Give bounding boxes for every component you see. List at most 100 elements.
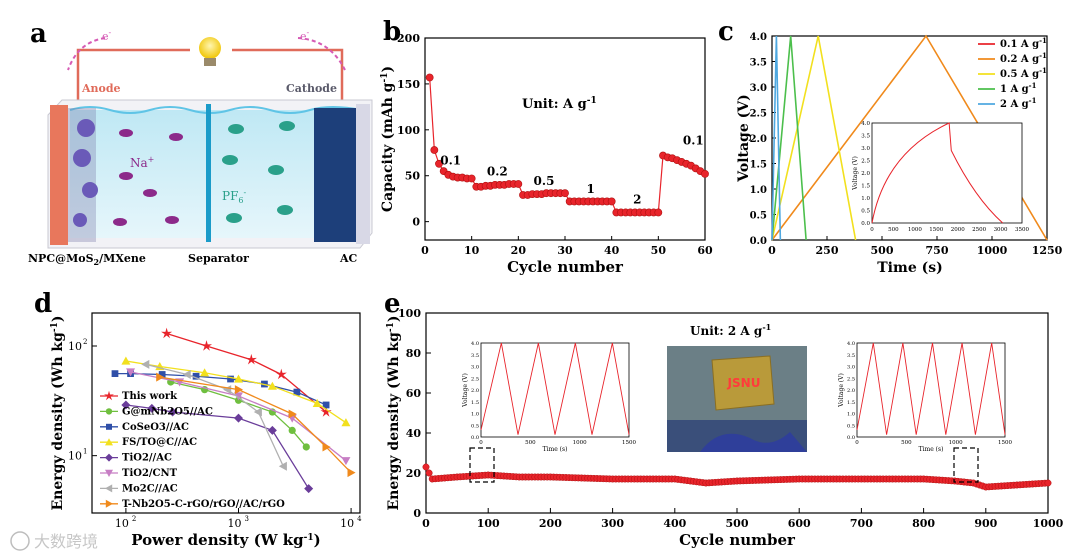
legend-label-c: 1 A g-1 — [1000, 81, 1037, 95]
inset-y-tick-label-c: 0.5 — [861, 209, 870, 215]
panel-letter-d: d — [34, 289, 52, 319]
x-tick-label-e: 1000 — [1033, 517, 1064, 530]
separator — [206, 104, 211, 242]
x-tick-label-e: 400 — [663, 517, 686, 530]
x-tick-label-e: 0 — [422, 517, 430, 530]
x-tick-label-c: 750 — [926, 244, 949, 257]
x-tick-label-d: 10 — [340, 517, 354, 530]
pf6-ion-label: PF6- — [222, 188, 247, 205]
inset-y-tick-label-e: 2.0 — [847, 388, 855, 394]
energy-point-e — [425, 469, 433, 477]
data-points-b — [425, 73, 709, 217]
series-marker-d — [147, 403, 157, 413]
series-marker-d — [200, 368, 210, 377]
inset-y-tick-label-c: 1.5 — [861, 184, 870, 190]
y-tick-label-b: 200 — [397, 32, 420, 45]
axes-e: 0 100 200 300 400 500 600 700 800 900 100002040608… — [398, 307, 1064, 530]
y-tick-label-e: 40 — [406, 427, 422, 440]
series-marker-d — [192, 372, 200, 380]
legend-label-d: TiO2//AC — [122, 453, 172, 464]
electron-label-right: e- — [300, 28, 310, 43]
x-tick-label-b: 60 — [697, 244, 713, 257]
legend-label-d: This work — [122, 391, 178, 402]
legend-label-d: T-Nb2O5-C-rGO/rGO//AC/rGO — [122, 499, 285, 510]
legend-marker-d — [105, 438, 113, 446]
series-marker-d — [121, 400, 131, 410]
series-marker-d — [341, 457, 351, 466]
panel-letter-b: b — [383, 17, 401, 47]
y-tick-label-c: 0.0 — [750, 236, 767, 247]
x-tick-label-e: 700 — [850, 517, 873, 530]
series-marker-d — [200, 340, 213, 351]
inset-xlabel-e: Time (s) — [919, 446, 944, 453]
inset-y-tick-label-e: 1.5 — [471, 400, 479, 406]
legend-label-d: CoSeO3//AC — [122, 422, 189, 433]
ylabel-d: Energy density (Wh kg-1) — [50, 316, 66, 511]
series-line-d — [125, 404, 310, 490]
inset-y-tick-label-e: 3.0 — [847, 365, 855, 371]
legend-label-c: 0.5 A g-1 — [1000, 66, 1047, 80]
legend-marker-d — [105, 484, 113, 493]
legend-marker-d — [105, 499, 113, 508]
legend-marker-d — [104, 390, 114, 401]
series-marker-d — [227, 375, 234, 383]
series-marker-d — [267, 425, 277, 435]
capacity-point-b — [514, 180, 523, 188]
y-tick-label-d: 10 — [68, 340, 82, 353]
panel-b-rate-chart: b 0 10 20 30 40 50 60 0 50 100 150 200 Cycle number… — [380, 17, 713, 276]
legend-marker-d — [106, 423, 112, 430]
inset-y-tick-label-e: 1.0 — [471, 412, 479, 418]
gcd-curve-c — [771, 35, 857, 241]
inset-y-tick-label-e: 4.0 — [847, 341, 855, 347]
energy-point-e — [422, 463, 430, 471]
x-tick-exp-d: 2 — [132, 515, 136, 523]
gcd-curve-c — [771, 35, 782, 241]
series-marker-d — [293, 388, 301, 396]
inset-x-tick-label-e: 1500 — [622, 440, 636, 446]
anode-material-label: NPC@MoS2/MXene — [28, 252, 146, 267]
y-tick-label-e: 20 — [406, 467, 422, 480]
y-tick-exp-d: 2 — [83, 338, 87, 346]
series-marker-d — [302, 443, 310, 451]
y-tick-label-b: 0 — [412, 216, 420, 229]
mos2-mxene-particles — [73, 119, 98, 227]
x-tick-label-c: 1000 — [977, 244, 1008, 257]
x-tick-label-c: 500 — [871, 244, 894, 257]
x-tick-label-c: 250 — [816, 244, 839, 257]
inset-x-tick-label-e: 0 — [855, 440, 859, 446]
inset-y-tick-label-e: 3.5 — [471, 353, 479, 359]
capacity-point-b — [607, 197, 616, 206]
inset-y-tick-label-e: 1.0 — [847, 412, 855, 418]
y-tick-label-c: 1.5 — [750, 160, 767, 171]
rate-label-b: 0.5 — [534, 174, 555, 188]
inset-x-tick-label-c: 1000 — [908, 227, 922, 233]
inset-x-tick-label-e: 1500 — [998, 440, 1012, 446]
series-marker-d — [253, 407, 262, 417]
highlight-box-late — [953, 447, 979, 483]
inset-x-tick-label-e: 500 — [525, 440, 536, 446]
x-tick-label-e: 300 — [601, 517, 624, 530]
light-bulb-icon — [199, 37, 221, 66]
legend-marker-d — [105, 408, 113, 415]
panel-a-schematic: a e- e- — [28, 19, 373, 267]
ylabel-c: Voltage (V) — [736, 94, 752, 182]
series-marker-d — [288, 426, 296, 434]
x-tick-label-e: 200 — [539, 517, 562, 530]
x-tick-label-b: 50 — [651, 244, 667, 257]
pf6-ions — [222, 121, 295, 223]
inset-y-tick-label-e: 0.0 — [847, 435, 855, 441]
inset-frame-e — [480, 342, 630, 438]
electron-arrow-left — [67, 37, 106, 71]
axes-d: 10 2 10 3 10 410 110 2 — [68, 338, 362, 530]
x-tick-label-c: 0 — [768, 244, 776, 257]
plot-frame-d — [91, 312, 361, 514]
legend-label-c: 2 A g-1 — [1000, 96, 1037, 110]
series-marker-d — [304, 484, 314, 494]
y-tick-label-b: 150 — [397, 78, 420, 91]
inset-x-tick-label-c: 0 — [870, 227, 874, 233]
panel-letter-a: a — [30, 19, 47, 49]
inset-ylabel-e: Voltage (V) — [462, 373, 469, 408]
capacity-point-b — [654, 208, 663, 217]
inset-x-tick-label-c: 3500 — [1015, 227, 1029, 233]
legend-label-d: G@mNb2O5//AC — [122, 406, 213, 417]
